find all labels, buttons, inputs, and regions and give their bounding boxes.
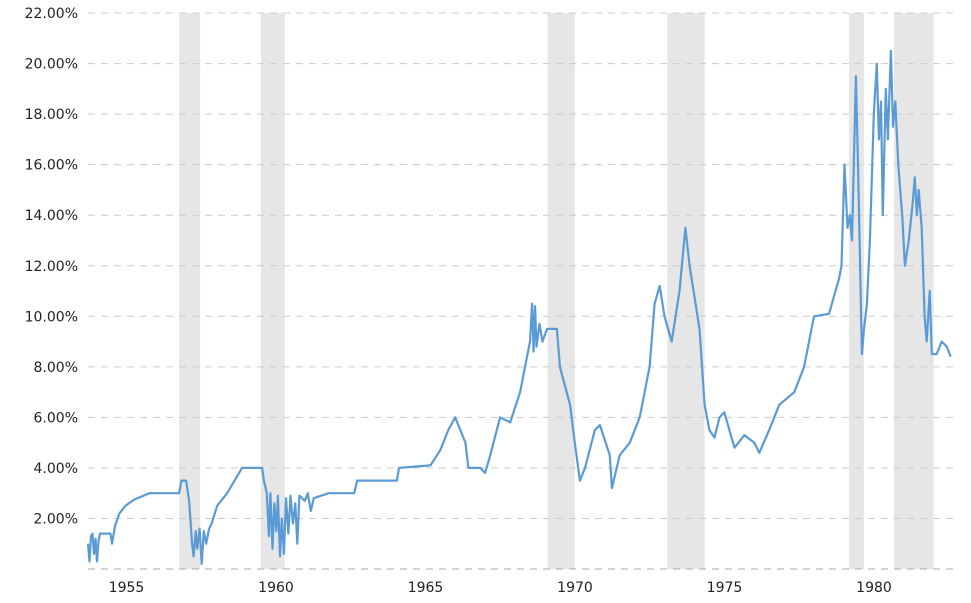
- x-tick-label: 1965: [408, 580, 444, 596]
- recession-band: [179, 13, 201, 570]
- recession-band: [667, 13, 705, 570]
- y-axis-labels: 2.00% 4.00% 6.00% 8.00% 10.00% 12.00% 14.00% 16…: [25, 6, 78, 527]
- y-tick-label: 20.00%: [25, 57, 78, 73]
- x-tick-label: 1955: [109, 580, 145, 596]
- recession-band: [260, 13, 285, 570]
- y-tick-label: 10.00%: [25, 309, 78, 325]
- y-tick-label: 16.00%: [25, 158, 78, 174]
- x-tick-label: 1960: [258, 580, 294, 596]
- recession-band: [547, 13, 575, 570]
- rate-series-line: [86, 49, 952, 565]
- y-tick-label: 2.00%: [34, 511, 78, 527]
- gridlines: [88, 12, 955, 570]
- y-tick-label: 4.00%: [34, 461, 78, 477]
- y-tick-label: 6.00%: [34, 410, 78, 426]
- y-tick-label: 8.00%: [34, 360, 78, 376]
- recession-band: [893, 13, 934, 570]
- x-tick-label: 1975: [707, 580, 743, 596]
- y-tick-label: 14.00%: [25, 208, 78, 224]
- x-tick-label: 1980: [856, 580, 892, 596]
- y-tick-label: 12.00%: [25, 259, 78, 275]
- recession-bands: [179, 13, 934, 570]
- y-tick-label: 22.00%: [25, 6, 78, 22]
- x-axis-labels: 1955 1960 1965 1970 1975 1980: [109, 580, 892, 596]
- y-tick-label: 18.00%: [25, 107, 78, 123]
- recession-band: [849, 13, 864, 570]
- x-tick-label: 1970: [557, 580, 593, 596]
